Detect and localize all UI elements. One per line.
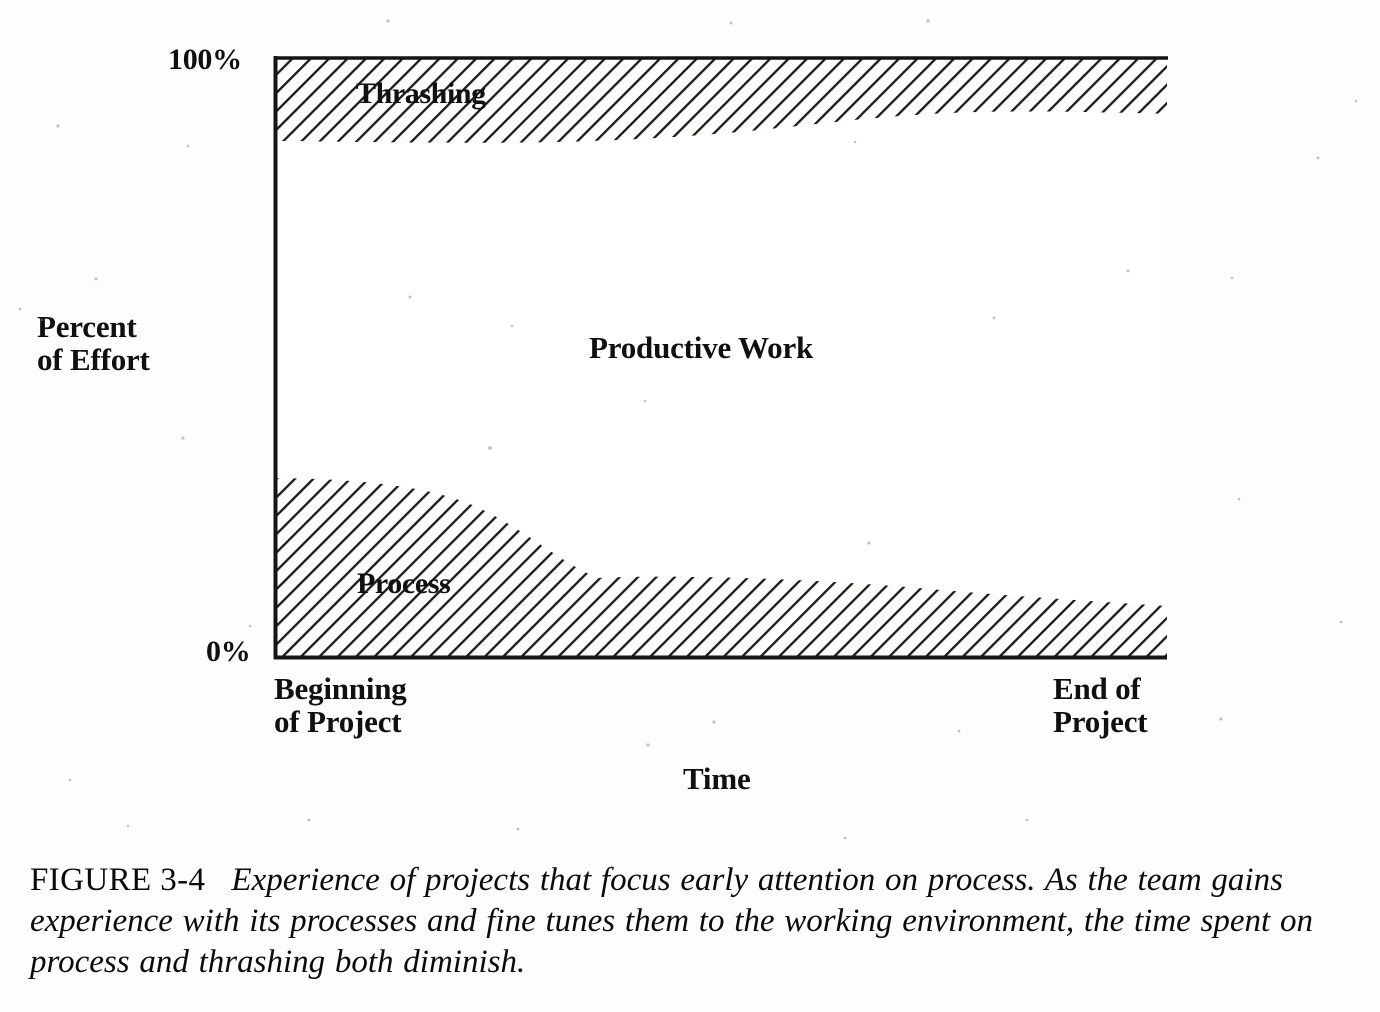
figure-number: FIGURE 3-4 xyxy=(30,862,206,898)
y-axis-title-line1: Percent xyxy=(37,309,137,344)
band-productive-area xyxy=(276,111,1167,606)
band-label-productive-work: Productive Work xyxy=(589,330,814,365)
x-tick-end-line2: Project xyxy=(1053,704,1148,740)
effort-area-chart xyxy=(273,56,1168,660)
x-axis-title: Time xyxy=(683,761,751,796)
x-tick-beginning-line1: Beginning xyxy=(274,671,407,706)
y-tick-label-0: 0% xyxy=(206,635,251,668)
y-tick-label-100: 100% xyxy=(168,43,242,76)
y-axis-title-line2: of Effort xyxy=(37,342,150,378)
caption-text: Experience of projects that focus early … xyxy=(30,862,1313,980)
band-label-process: Process xyxy=(357,567,451,600)
figure-caption: FIGURE 3-4 Experience of projects that fo… xyxy=(30,860,1350,983)
x-tick-end-line1: End of xyxy=(1053,671,1141,706)
band-thrashing-area xyxy=(276,58,1167,143)
x-tick-label-end: End of Project xyxy=(1053,671,1148,740)
band-process-area xyxy=(276,478,1167,657)
y-axis-title: Percent of Effort xyxy=(37,310,150,377)
x-tick-beginning-line2: of Project xyxy=(274,704,402,740)
x-tick-label-beginning: Beginning of Project xyxy=(274,672,407,739)
band-label-thrashing: Thrashing xyxy=(356,77,486,110)
chart-figure: 100% 0% Percent of Effort Beginning of P… xyxy=(37,43,1168,796)
